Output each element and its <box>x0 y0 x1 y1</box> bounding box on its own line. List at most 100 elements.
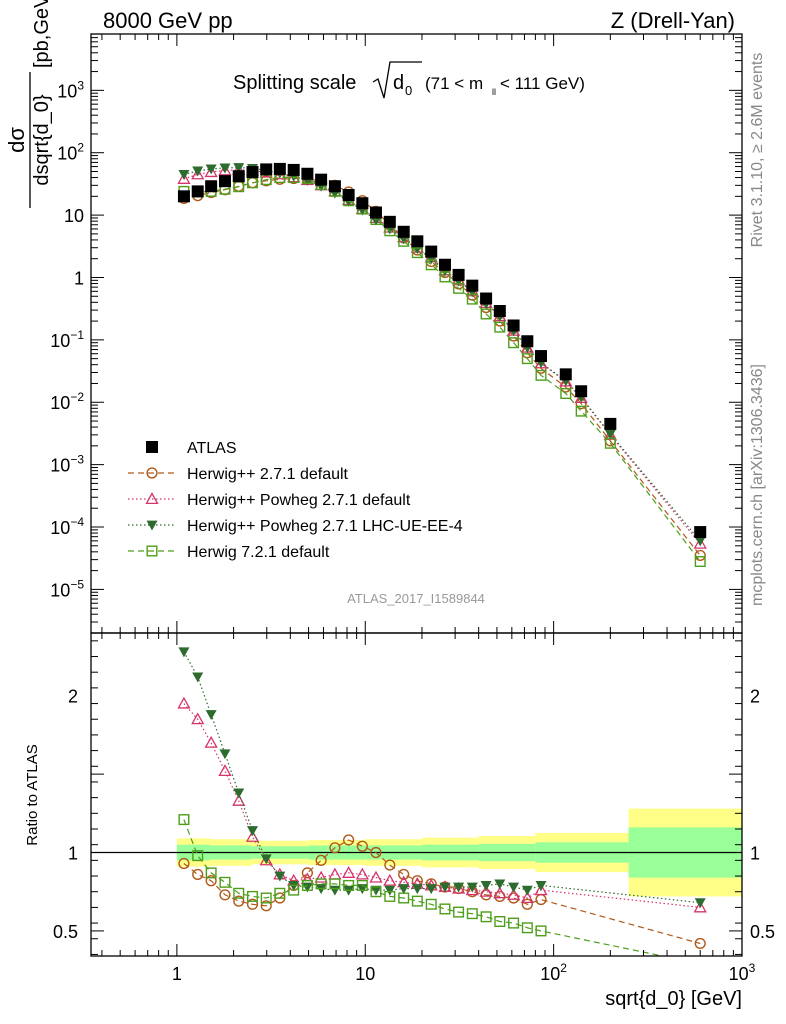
ratio-point <box>288 884 300 896</box>
y-tick-label-exp: −1 <box>70 328 84 342</box>
main-point <box>560 388 572 400</box>
ratio-point <box>508 882 520 893</box>
mcplots-label: mcplots.cern.ch [arXiv:1306.3436] <box>749 364 766 606</box>
ratio-frame <box>90 632 743 957</box>
ratio-point <box>506 888 521 900</box>
y-tick-label-exp: 2 <box>77 141 84 155</box>
legend-label: ATLAS <box>187 440 237 457</box>
main-point <box>694 536 706 547</box>
ratio-point <box>398 868 410 881</box>
y-tick-label: 103 <box>57 78 84 101</box>
main-point <box>425 245 438 258</box>
ratio-point <box>384 890 396 902</box>
legend-item: Herwig++ 2.7.1 default <box>128 466 349 483</box>
main-point <box>177 190 190 203</box>
ratio-point <box>694 898 706 909</box>
main-panel-plot <box>177 162 707 568</box>
ratio-point <box>343 879 355 891</box>
ratio-point <box>343 834 355 846</box>
main-point <box>425 259 437 271</box>
main-point <box>480 308 492 320</box>
ratio-point <box>453 906 465 918</box>
main-point <box>342 189 355 202</box>
ratio-point <box>246 898 259 910</box>
ratio-point <box>232 793 246 806</box>
ratio-point <box>411 895 423 907</box>
y-tick-label-base: 10 <box>64 206 84 226</box>
ratio-point <box>439 903 451 915</box>
ratio-point <box>315 854 327 866</box>
ratio-point <box>246 826 258 837</box>
ratio-point <box>274 871 286 882</box>
ratio-point <box>411 884 423 895</box>
main-point <box>521 353 533 365</box>
main-point <box>233 163 245 173</box>
ratio-point <box>535 881 547 891</box>
main-point <box>301 167 314 180</box>
ratio-point <box>694 937 706 950</box>
y-tick-label-exp: −3 <box>70 453 84 467</box>
ratio-point <box>260 900 272 912</box>
ratio-point <box>370 886 382 898</box>
ratio-point <box>356 840 368 852</box>
watermark-label: ATLAS_2017_I1589844 <box>347 591 485 606</box>
ratio-point <box>425 884 437 895</box>
main-point <box>507 319 520 332</box>
y-tick-label-base: 10 <box>57 81 77 101</box>
main-point <box>604 437 616 449</box>
ratio-point <box>233 895 245 907</box>
main-series-2 <box>178 163 706 547</box>
main-point <box>260 163 273 176</box>
ratio-point <box>233 788 245 799</box>
ratio-y-tick-label: 1 <box>68 844 78 864</box>
legend-label: Herwig++ Powheg 2.7.1 LHC-UE-EE-4 <box>187 518 463 535</box>
ratio-y-tick-label: 0.5 <box>53 922 78 942</box>
legend-marker <box>146 520 158 531</box>
ratio-y-tick-label: 2 <box>68 687 78 707</box>
y-tick-label: 10−2 <box>50 390 84 413</box>
ratio-point <box>205 710 217 721</box>
x-tick-label-exp: 3 <box>749 961 756 975</box>
header-energy-label: 8000 GeV pp <box>103 8 233 33</box>
legend-item: Herwig 7.2.1 default <box>128 544 330 561</box>
ratio-point <box>314 870 328 883</box>
ratio-point <box>245 829 260 842</box>
ratio-point <box>329 885 341 896</box>
main-point <box>508 337 520 349</box>
main-point <box>439 271 451 283</box>
ratio-y-axis-label: Ratio to ATLAS <box>24 744 41 845</box>
ratio-point <box>301 882 313 893</box>
ratio-point <box>329 878 341 890</box>
ratio-point <box>301 867 313 879</box>
ratio-point <box>480 911 492 923</box>
main-point <box>521 335 534 348</box>
ratio-point <box>534 883 548 896</box>
main-point <box>535 369 547 381</box>
main-point <box>452 268 465 281</box>
ratio-panel-plot <box>177 647 707 956</box>
main-point <box>178 169 190 180</box>
main-point <box>559 368 572 381</box>
main-point <box>604 429 616 440</box>
legend: ATLAS Herwig++ 2.7.1 default Herwig++ Powh… <box>128 440 463 561</box>
ratio-point <box>260 892 272 904</box>
ratio-point <box>453 882 465 893</box>
main-point <box>205 180 218 193</box>
x-tick-label: 102 <box>540 961 567 984</box>
ratio-point <box>521 898 533 910</box>
y-tick-label-base: 10 <box>50 393 70 413</box>
main-series-2-line <box>183 166 701 542</box>
ylabel-denominator: dsqrt{d_0} <box>31 94 53 186</box>
y-tick-label-base: 10 <box>57 144 77 164</box>
main-point <box>397 225 410 238</box>
main-point <box>466 279 479 292</box>
main-point <box>694 556 706 568</box>
ratio-point <box>329 842 341 854</box>
ratio-point <box>451 881 466 894</box>
x-axis-label: sqrt{d_0} [GeV] <box>605 988 742 1010</box>
main-point <box>246 166 259 179</box>
main-point <box>453 282 465 294</box>
main-point <box>177 172 191 184</box>
main-point <box>191 167 205 180</box>
